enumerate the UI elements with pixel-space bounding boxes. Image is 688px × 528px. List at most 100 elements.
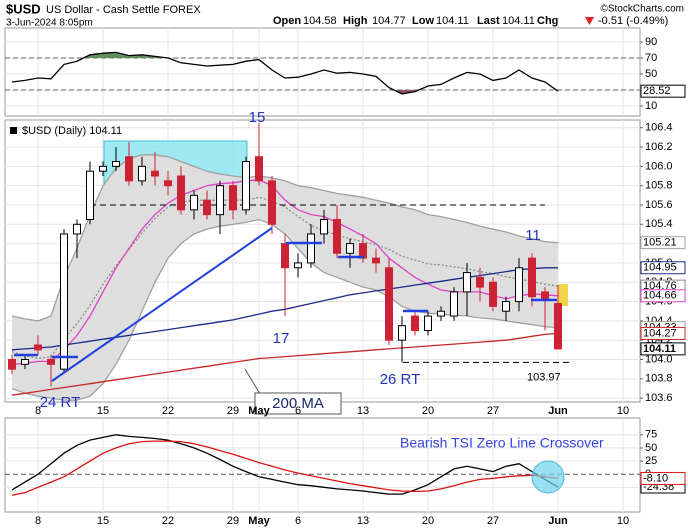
candle-body	[47, 359, 55, 365]
x-tick-label: 20	[422, 515, 434, 527]
y-tick-label: 106.0	[645, 160, 673, 172]
candle-body	[489, 281, 497, 307]
value-tag: -8.10	[643, 472, 668, 484]
candle-body	[34, 344, 42, 351]
value-tag-box	[640, 326, 686, 340]
candle-body	[164, 180, 172, 187]
symbol: $USD	[6, 1, 41, 16]
quote-value: 104.77	[372, 15, 406, 27]
x-tick-label: May	[248, 405, 270, 417]
series-line	[11, 434, 559, 495]
callout-line	[244, 368, 261, 395]
y-tick-label: 105.4	[645, 218, 673, 230]
series-line	[11, 51, 559, 95]
y-tick-label: 50	[645, 442, 657, 454]
x-tick-label: 29	[227, 515, 239, 527]
header: $USD US Dollar - Cash Settle FOREX 3-Jun…	[6, 1, 684, 28]
annotation: 15	[249, 109, 266, 126]
candle-body	[86, 170, 94, 220]
source: ©StockCharts.com	[600, 4, 684, 15]
value-tag: 104.95	[643, 262, 677, 274]
x-tick-label: 13	[357, 405, 369, 417]
value-tag: 105.21	[643, 237, 677, 249]
candle-body	[203, 199, 211, 216]
quote-label: Low	[412, 15, 434, 27]
x-tick-label: 8	[35, 405, 41, 417]
candle-body	[242, 161, 250, 211]
annotation: 200 MA	[272, 395, 324, 412]
x-tick-label: Jun	[548, 405, 568, 417]
level-label: 103.97	[527, 371, 561, 383]
x-tick-label: 10	[617, 405, 629, 417]
x-tick-label: Jun	[548, 515, 568, 527]
y-tick-label: 70	[645, 52, 657, 64]
candle-body	[320, 218, 328, 235]
candle-body	[333, 218, 341, 254]
quote-label: Open	[273, 15, 301, 27]
series-line	[11, 154, 559, 322]
candle-body	[541, 291, 549, 301]
candle-body	[281, 243, 289, 269]
x-tick-label: 22	[162, 515, 174, 527]
y-tick-label: 10	[645, 100, 657, 112]
annotations: 15 17 24 RT 26 RT 11 200 MA Bearish TSI …	[10, 109, 604, 494]
annotation: 11	[525, 227, 541, 244]
candle-body	[73, 223, 81, 235]
tags: 907050301028.528152229May6132027Jun10106…	[35, 36, 686, 527]
threshold-fill	[12, 52, 558, 58]
value-tag-box	[640, 261, 686, 275]
crossover-circle	[531, 460, 565, 494]
x-tick-label: 20	[422, 405, 434, 417]
instrument-name: US Dollar - Cash Settle FOREX	[46, 4, 201, 16]
value-tag: 104.76	[643, 280, 677, 292]
candle-body	[307, 233, 315, 264]
value-tag: 104.11	[643, 343, 676, 355]
value-tag-box	[640, 471, 686, 485]
x-tick-label: 29	[227, 405, 239, 417]
x-tick-label: 10	[617, 515, 629, 527]
x-tick-label: May	[248, 515, 270, 527]
candle-body	[99, 165, 107, 172]
candle-body	[255, 156, 263, 182]
candle-body	[138, 165, 146, 182]
down-arrow	[585, 17, 594, 25]
series-line	[11, 332, 559, 396]
candle-body	[398, 325, 406, 341]
annotation: Bearish TSI Zero Line Crossover	[400, 435, 604, 451]
x-tick-label: 13	[357, 515, 369, 527]
value-tag: 104.66	[643, 290, 677, 302]
candle-body	[268, 180, 276, 225]
candle-body	[476, 276, 484, 288]
quote-label: Last	[477, 15, 500, 27]
x-tick-label: 6	[295, 515, 301, 527]
quote-value: 104.11	[436, 15, 469, 27]
value-tag-box	[640, 84, 686, 98]
candle-body	[437, 310, 445, 317]
annotation: 26 RT	[380, 371, 421, 388]
candle-body	[411, 315, 419, 332]
legend: $USD (Daily) 104.11	[22, 125, 122, 137]
y-tick-label: 90	[645, 36, 657, 48]
value-tag-box	[640, 342, 686, 356]
candle-body	[294, 262, 302, 269]
candle-body	[112, 161, 120, 167]
y-tick-label: 104.0	[645, 353, 673, 365]
rsi-panel	[4, 27, 641, 117]
x-tick-label: 27	[487, 405, 499, 417]
candle-body	[372, 257, 380, 264]
candle-body	[177, 175, 185, 211]
annotation: 24 RT	[40, 394, 81, 411]
candle-body	[528, 257, 536, 298]
x-tick-label: 22	[162, 405, 174, 417]
candle-body	[216, 185, 224, 216]
y-tick-label: 105.6	[645, 199, 673, 211]
y-tick-label: 103.8	[645, 373, 673, 385]
x-tick-label: 27	[487, 515, 499, 527]
value-tag: 104.27	[643, 327, 677, 339]
quote-label: High	[343, 15, 368, 27]
candle-body	[21, 359, 29, 365]
y-tick-label: 105.8	[645, 180, 673, 192]
y-tick-label: 106.2	[645, 141, 673, 153]
candle-body	[463, 272, 471, 293]
